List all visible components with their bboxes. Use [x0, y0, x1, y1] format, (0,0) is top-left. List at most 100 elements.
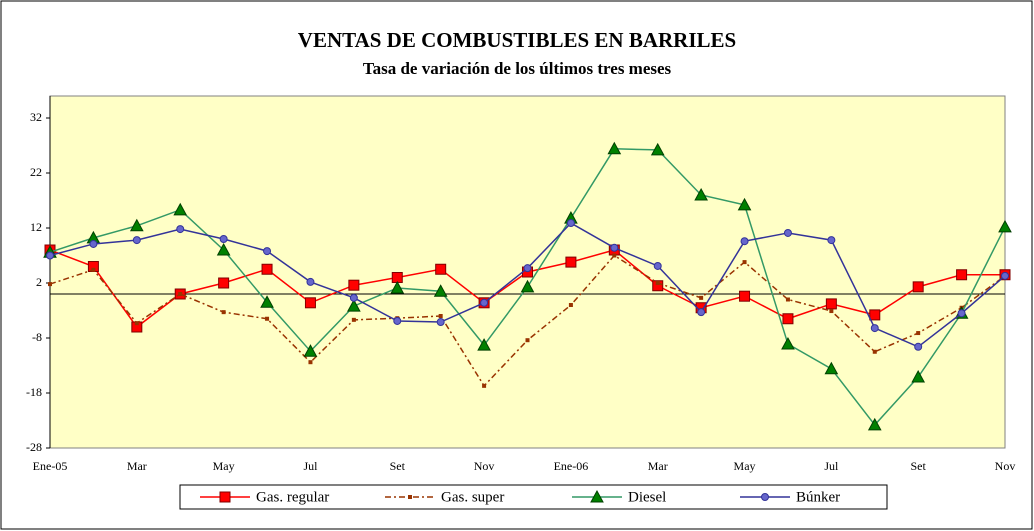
data-point — [347, 299, 361, 312]
data-point — [565, 256, 577, 268]
data-point — [782, 313, 794, 325]
data-point — [433, 284, 448, 297]
data-point — [520, 279, 535, 293]
data-point — [482, 383, 487, 388]
data-point — [566, 219, 575, 228]
data-point — [349, 293, 358, 302]
x-tick-label: Ene-06 — [554, 459, 589, 473]
x-tick-label: Nov — [474, 459, 495, 473]
data-point — [348, 279, 360, 291]
data-point — [261, 263, 273, 275]
data-point — [652, 280, 664, 292]
chart-title: VENTAS DE COMBUSTIBLES EN BARRILES — [298, 28, 736, 52]
data-point — [221, 310, 226, 315]
data-point — [48, 282, 52, 287]
data-point — [607, 141, 622, 155]
y-tick-label: 12 — [30, 220, 42, 234]
data-point — [912, 281, 924, 293]
x-tick-label: Jul — [303, 459, 318, 473]
data-point — [260, 295, 274, 308]
legend-label: Gas. super — [441, 489, 504, 505]
data-point — [568, 303, 573, 307]
data-point — [351, 317, 356, 322]
data-point — [697, 308, 706, 317]
y-tick-label: -18 — [26, 385, 42, 399]
data-point — [998, 219, 1012, 233]
data-point — [438, 314, 443, 318]
data-point — [867, 417, 882, 431]
data-point — [785, 297, 790, 302]
data-point — [91, 267, 96, 272]
data-point — [610, 243, 619, 252]
legend-label: Búnker — [796, 489, 840, 505]
data-point — [173, 202, 188, 216]
data-point — [694, 187, 708, 201]
x-tick-label: Nov — [995, 459, 1016, 473]
data-point — [134, 321, 139, 326]
data-point — [914, 342, 923, 351]
data-point — [911, 370, 926, 383]
data-point — [306, 277, 315, 286]
data-point — [308, 360, 313, 365]
data-point — [390, 280, 405, 294]
data-point — [869, 309, 881, 321]
data-point — [525, 338, 530, 343]
x-tick-label: Ene-05 — [33, 459, 68, 473]
x-tick-label: May — [734, 459, 756, 473]
data-point — [523, 264, 532, 273]
data-point — [783, 228, 792, 237]
data-point — [265, 316, 270, 321]
y-tick-label: -8 — [32, 330, 42, 344]
data-point — [304, 297, 316, 309]
data-point — [480, 298, 489, 307]
data-point — [303, 344, 318, 357]
data-point — [742, 260, 747, 265]
legend-marker — [408, 495, 412, 499]
legend-marker — [761, 493, 769, 501]
chart-subtitle: Tasa de variación de los últimos tres me… — [363, 59, 672, 78]
legend-marker — [590, 489, 604, 503]
data-point — [956, 269, 968, 281]
data-point — [436, 318, 445, 327]
data-point — [1001, 271, 1009, 280]
x-tick-label: Set — [390, 459, 406, 473]
data-point — [653, 261, 662, 270]
data-point — [737, 197, 752, 211]
data-point — [477, 338, 491, 351]
legend-label: Gas. regular — [256, 489, 329, 505]
data-point — [218, 277, 230, 289]
data-point — [916, 331, 921, 336]
data-point — [216, 242, 231, 256]
x-tick-label: Jul — [824, 459, 839, 473]
y-tick-label: 32 — [30, 110, 42, 124]
data-point — [46, 251, 54, 260]
data-point — [870, 324, 879, 333]
data-point — [829, 309, 834, 314]
x-tick-label: May — [213, 459, 235, 473]
data-point — [612, 253, 617, 258]
data-point — [957, 309, 966, 318]
data-point — [393, 316, 402, 325]
data-point — [435, 263, 447, 275]
data-point — [872, 349, 877, 354]
data-point — [740, 237, 749, 246]
data-point — [824, 361, 839, 375]
legend-marker — [219, 491, 231, 503]
y-tick-label: 2 — [36, 275, 42, 289]
data-point — [699, 295, 704, 300]
data-point — [263, 247, 272, 256]
data-point — [739, 290, 751, 302]
data-point — [89, 239, 98, 248]
data-point — [178, 292, 183, 296]
x-tick-label: Mar — [127, 459, 147, 473]
data-point — [219, 235, 228, 243]
y-tick-label: 22 — [30, 165, 42, 179]
data-point — [650, 142, 665, 156]
data-point — [129, 218, 144, 232]
data-point — [132, 236, 141, 245]
data-point — [176, 225, 185, 234]
data-point — [781, 337, 795, 350]
data-point — [655, 281, 660, 285]
x-tick-label: Mar — [648, 459, 668, 473]
